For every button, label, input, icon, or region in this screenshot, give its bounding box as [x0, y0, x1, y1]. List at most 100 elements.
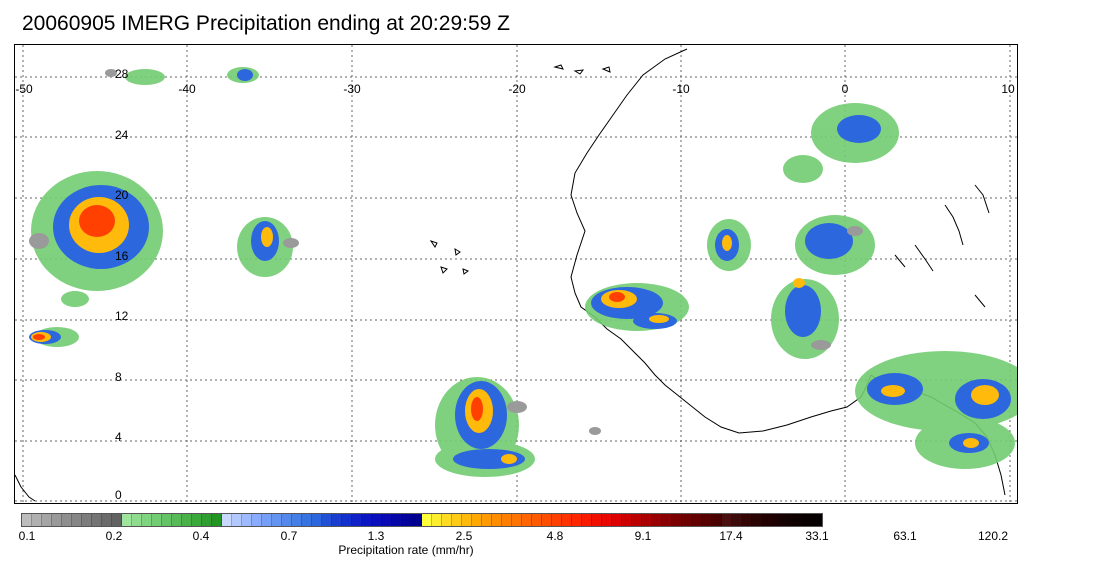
colorbar-swatch: [392, 514, 402, 526]
colorbar-swatch: [292, 514, 302, 526]
colorbar-label: 2.5: [455, 529, 473, 543]
colorbar-swatch: [532, 514, 542, 526]
colorbar-label: 33.1: [805, 529, 829, 543]
colorbar-swatch: [172, 514, 182, 526]
colorbar-swatch: [252, 514, 262, 526]
colorbar-swatch: [452, 514, 462, 526]
colorbar-swatch: [282, 514, 292, 526]
colorbar-swatch: [332, 514, 342, 526]
colorbar-swatch: [542, 514, 552, 526]
lake-fragments: [894, 184, 990, 308]
colorbar-swatch: [572, 514, 582, 526]
colorbar-swatch: [202, 514, 212, 526]
colorbar-swatch: [22, 514, 32, 526]
colorbar-swatch: [712, 514, 722, 526]
colorbar-swatch: [482, 514, 492, 526]
colorbar-swatch: [312, 514, 322, 526]
colorbar-swatch: [722, 514, 732, 526]
canary-islands: [553, 64, 611, 75]
lon-tick-label: -30: [343, 82, 361, 96]
lat-tick-label: 8: [115, 370, 122, 384]
colorbar-swatch: [662, 514, 672, 526]
colorbar-swatch: [622, 514, 632, 526]
lon-tick-label: -20: [508, 82, 526, 96]
colorbar-swatch: [422, 514, 432, 526]
lat-tick-label: 0: [115, 488, 122, 502]
lon-tick-label: 0: [841, 82, 849, 96]
colorbar-swatch: [502, 514, 512, 526]
colorbar-swatch: [122, 514, 132, 526]
colorbar-swatch: [82, 514, 92, 526]
colorbar-swatch: [112, 514, 122, 526]
colorbar-swatch: [552, 514, 562, 526]
colorbar-swatch: [652, 514, 662, 526]
colorbar-swatch: [32, 514, 42, 526]
colorbar-label: 0.1: [18, 529, 36, 543]
lat-tick-label: 4: [115, 430, 122, 444]
colorbar-swatch: [102, 514, 112, 526]
colorbar-label: 63.1: [893, 529, 917, 543]
colorbar-swatch: [642, 514, 652, 526]
colorbar-swatch: [342, 514, 352, 526]
colorbar-swatch: [192, 514, 202, 526]
colorbar-swatch: [42, 514, 52, 526]
colorbar-swatch: [232, 514, 242, 526]
lon-tick-label: -40: [178, 82, 196, 96]
colorbar-label: 17.4: [719, 529, 743, 543]
colorbar-swatch: [582, 514, 592, 526]
colorbar-label: 4.8: [546, 529, 564, 543]
colorbar-swatch: [792, 514, 802, 526]
precipitation-map: [14, 44, 1018, 504]
colorbar-swatch: [602, 514, 612, 526]
lat-tick-label: 24: [115, 128, 129, 142]
colorbar-swatch: [162, 514, 172, 526]
colorbar-swatch: [402, 514, 412, 526]
colorbar-swatch: [262, 514, 272, 526]
colorbar-swatch: [732, 514, 742, 526]
colorbar-swatch: [272, 514, 282, 526]
colorbar-label: 1.3: [367, 529, 385, 543]
colorbar-swatch: [742, 514, 752, 526]
colorbar-swatch: [352, 514, 362, 526]
colorbar-swatch: [182, 514, 192, 526]
colorbar-swatch: [72, 514, 82, 526]
colorbar-swatch: [322, 514, 332, 526]
colorbar-swatch: [612, 514, 622, 526]
colorbar-swatch: [92, 514, 102, 526]
colorbar-swatch: [672, 514, 682, 526]
colorbar-swatch: [362, 514, 372, 526]
cape-verde-islands: [429, 240, 470, 275]
colorbar-swatch: [702, 514, 712, 526]
colorbar-swatch: [632, 514, 642, 526]
colorbar-swatch: [682, 514, 692, 526]
colorbar-swatch: [412, 514, 422, 526]
colorbar-swatch: [802, 514, 812, 526]
colorbar-swatch: [812, 514, 822, 526]
colorbar-swatch: [222, 514, 232, 526]
africa-coastline: [570, 48, 872, 434]
drizzle-areas: [29, 69, 863, 435]
colorbar-swatch: [152, 514, 162, 526]
colorbar-label: 9.1: [634, 529, 652, 543]
colorbar-swatch: [492, 514, 502, 526]
colorbar-swatch: [62, 514, 72, 526]
colorbar-label: 0.4: [192, 529, 210, 543]
colorbar-swatch: [772, 514, 782, 526]
colorbar-label: 0.2: [105, 529, 123, 543]
colorbar-swatch: [52, 514, 62, 526]
map-canvas: [15, 45, 1017, 503]
colorbar-title: Precipitation rate (mm/hr): [338, 543, 474, 557]
south-american-coast: [15, 474, 36, 502]
colorbar-swatch: [472, 514, 482, 526]
colorbar-label: 0.7: [280, 529, 298, 543]
colorbar-swatch: [512, 514, 522, 526]
lat-tick-label: 20: [115, 188, 129, 202]
map-title: 20060905 IMERG Precipitation ending at 2…: [22, 12, 510, 35]
colorbar-swatch: [302, 514, 312, 526]
colorbar-label: 120.2: [977, 529, 1009, 543]
colorbar-swatch: [382, 514, 392, 526]
colorbar-swatch: [462, 514, 472, 526]
colorbar-swatch: [782, 514, 792, 526]
lon-tick-label: 10: [1001, 82, 1015, 96]
colorbar-swatch: [442, 514, 452, 526]
